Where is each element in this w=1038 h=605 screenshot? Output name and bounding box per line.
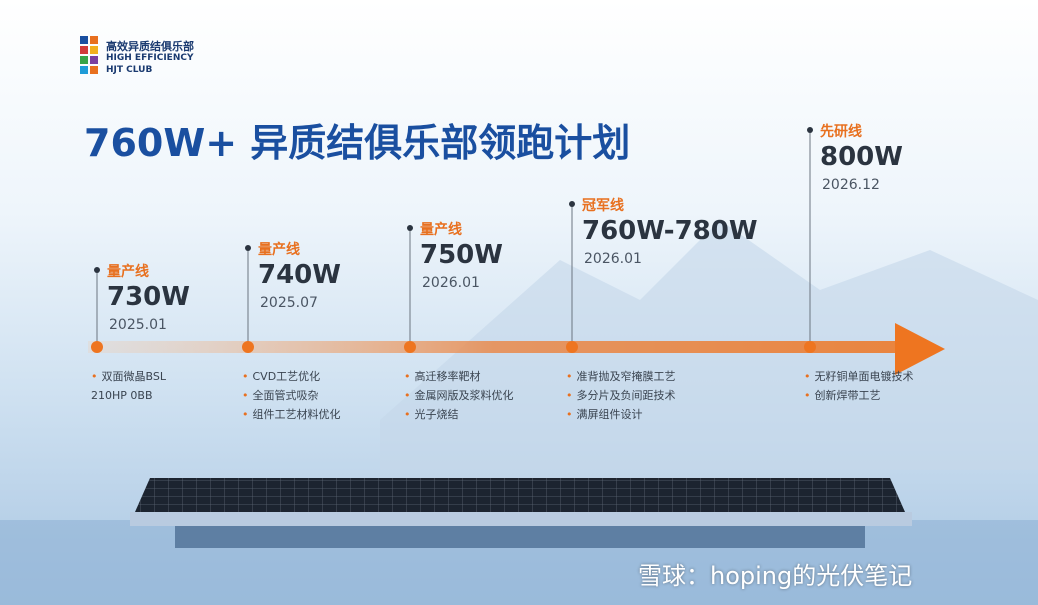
bullet-text: 无籽铜单面电镀技术	[814, 370, 914, 383]
bullet: • CVD工艺优化	[242, 367, 392, 386]
date: 2026.01	[422, 275, 480, 291]
power: 740W	[258, 260, 341, 290]
bullet: • 多分片及负间距技术	[566, 386, 716, 405]
top-dot	[94, 267, 100, 273]
timeline-dot	[404, 341, 416, 353]
stage: 先研线	[820, 124, 862, 140]
bullet-text: 多分片及负间距技术	[576, 389, 676, 402]
top-dot	[245, 245, 251, 251]
stage: 冠军线	[582, 198, 624, 214]
bullet-text: 满屏组件设计	[576, 408, 643, 421]
timeline-dot	[804, 341, 816, 353]
date: 2026.01	[584, 251, 642, 267]
bullet-text: 双面微晶BSL 210HP 0BB	[91, 370, 166, 402]
bullet-dot: •	[404, 370, 411, 383]
bullet-dot: •	[804, 389, 811, 402]
bullet-dot: •	[91, 370, 98, 383]
logo-line: HIGH EFFICIENCY	[106, 53, 194, 63]
bullet-text: 全面管式吸杂	[252, 389, 319, 402]
date: 2025.07	[260, 295, 318, 311]
stage: 量产线	[258, 242, 300, 258]
bullet-dot: •	[804, 370, 811, 383]
title: 760W+ 异质结俱乐部领跑计划	[84, 121, 631, 165]
stage: 量产线	[107, 264, 149, 280]
bullet: • 满屏组件设计	[566, 405, 716, 424]
bullet-text: CVD工艺优化	[252, 370, 321, 383]
top-dot	[407, 225, 413, 231]
bullet-dot: •	[404, 389, 411, 402]
bullet: • 光子烧结	[404, 405, 554, 424]
watermark: 雪球：hoping的光伏笔记	[638, 562, 913, 590]
bullet: • 高迁移率靶材	[404, 367, 554, 386]
bullet: • 创新焊带工艺	[804, 386, 954, 405]
bullet: • 组件工艺材料优化	[242, 405, 392, 424]
logo-name: 高效异质结俱乐部	[106, 40, 194, 53]
timeline-dot	[91, 341, 103, 353]
power: 730W	[107, 282, 190, 312]
bullet-dot: •	[404, 408, 411, 421]
timeline-dot	[242, 341, 254, 353]
bullet: • 金属网版及浆料优化	[404, 386, 554, 405]
power: 800W	[820, 142, 903, 172]
bullet: • 准背抛及窄掩膜工艺	[566, 367, 716, 386]
power: 760W-780W	[582, 216, 758, 246]
bullet-text: 创新焊带工艺	[814, 389, 881, 402]
logo-line: HJT CLUB	[106, 65, 153, 75]
date: 2026.12	[822, 177, 880, 193]
bullet-dot: •	[242, 370, 249, 383]
stage: 量产线	[420, 222, 462, 238]
bullet-dot: •	[242, 389, 249, 402]
bullet-dot: •	[566, 389, 573, 402]
top-dot	[807, 127, 813, 133]
power: 750W	[420, 240, 503, 270]
bullet-text: 高迁移率靶材	[414, 370, 481, 383]
bullet-text: 光子烧结	[414, 408, 459, 421]
date: 2025.01	[109, 317, 167, 333]
bullet: • 无籽铜单面电镀技术	[804, 367, 954, 386]
timeline-dot	[566, 341, 578, 353]
bullet-text: 金属网版及浆料优化	[414, 389, 514, 402]
bullet-dot: •	[566, 370, 573, 383]
bullet: • 全面管式吸杂	[242, 386, 392, 405]
bullet-text: 组件工艺材料优化	[252, 408, 341, 421]
top-dot	[569, 201, 575, 207]
bullet-dot: •	[566, 408, 573, 421]
bullet-dot: •	[242, 408, 249, 421]
bullet-text: 准背抛及窄掩膜工艺	[576, 370, 676, 383]
bullet: • 双面微晶BSL 210HP 0BB	[91, 367, 186, 405]
